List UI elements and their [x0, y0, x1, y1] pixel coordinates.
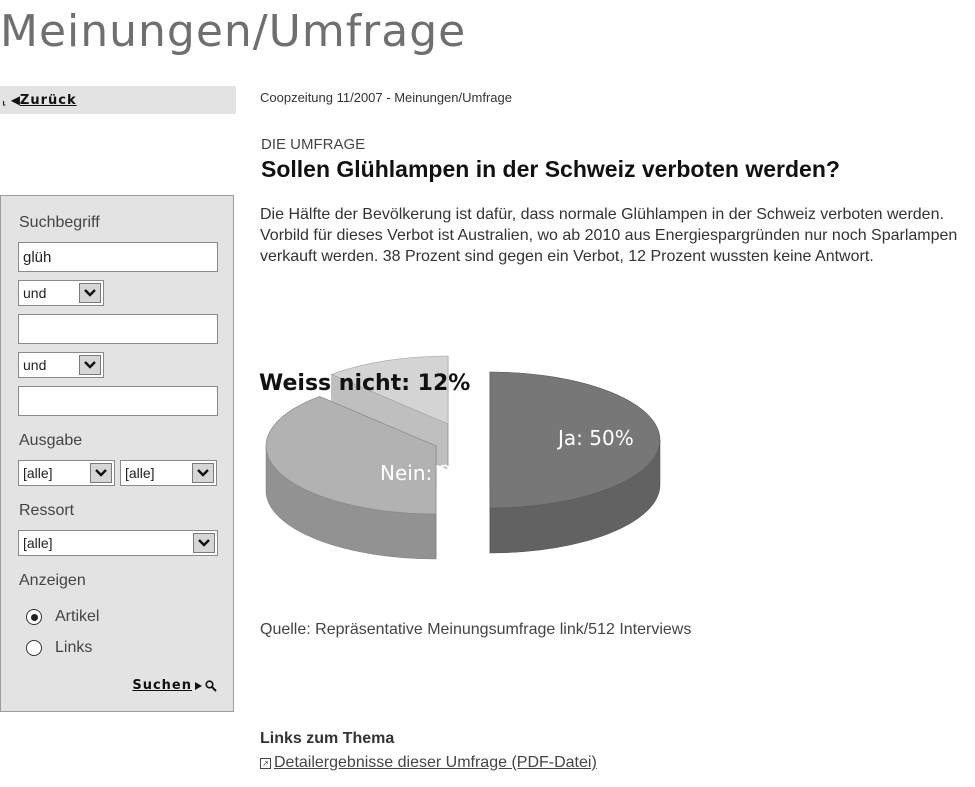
pie-chart: Ja: 50% Nein: 38% Weiss nicht: 12% — [259, 355, 661, 560]
related-links-title: Links zum Thema — [260, 730, 395, 747]
anzeigen-label: Anzeigen — [19, 572, 86, 589]
back-button[interactable]: ⸤ ◀ Zurück — [0, 86, 236, 114]
pie-slice-1 — [265, 396, 437, 560]
operator-2-select[interactable]: und — [18, 352, 104, 378]
article-kicker: DIE UMFRAGE — [261, 136, 366, 153]
search-submit-label: Suchen — [132, 678, 192, 693]
pdf-results-link[interactable]: Detailergebnisse dieser Umfrage (PDF-Dat… — [274, 754, 597, 771]
search-term-1-input[interactable] — [18, 242, 218, 272]
pie-slice-0 — [489, 371, 661, 554]
search-submit-button[interactable]: Suchen — [132, 678, 217, 693]
radio-links[interactable]: Links — [26, 639, 92, 657]
radio-articles-label: Artikel — [55, 608, 100, 625]
ausgabe-label: Ausgabe — [19, 432, 83, 449]
ausgabe-from-value: [alle] — [23, 465, 53, 481]
article-headline: Sollen Glühlampen in der Schweiz verbote… — [261, 156, 840, 182]
external-link-icon: ↗ — [260, 757, 271, 769]
ressort-label: Ressort — [19, 502, 75, 519]
operator-1-select[interactable]: und — [18, 280, 104, 306]
back-label: Zurück — [19, 92, 77, 108]
radio-links-label: Links — [55, 639, 93, 656]
source-note: Quelle: Repräsentative Meinungsumfrage l… — [260, 621, 692, 638]
pie-label-2: Weiss nicht: 12% — [259, 371, 470, 396]
breadcrumb: Coopzeitung 11/2007 - Meinungen/Umfrage — [260, 90, 512, 105]
chevron-down-icon — [193, 533, 215, 553]
ausgabe-from-select[interactable]: [alle] — [18, 460, 115, 486]
arrow-left-icon: ◀ — [10, 93, 20, 107]
chevron-down-icon — [79, 355, 101, 375]
pie-label-0: Ja: 50% — [556, 426, 634, 450]
chevron-down-icon — [79, 283, 101, 303]
page-title: Meinungen/Umfrage — [0, 6, 467, 57]
magnifier-icon — [205, 679, 217, 692]
page-return-icon: ⸤ — [2, 93, 7, 107]
operator-1-value: und — [23, 285, 47, 301]
ausgabe-to-value: [alle] — [125, 465, 155, 481]
radio-articles[interactable]: Artikel — [26, 608, 99, 626]
operator-2-value: und — [23, 357, 47, 373]
ressort-select[interactable]: [alle] — [18, 530, 218, 556]
search-term-2-input[interactable] — [18, 314, 218, 344]
ressort-value: [alle] — [23, 535, 53, 551]
radio-button-unchecked[interactable] — [26, 640, 42, 656]
search-panel: Suchbegriff und und Ausgabe [alle] [alle… — [0, 195, 234, 712]
arrow-right-icon — [195, 681, 202, 690]
search-term-3-input[interactable] — [18, 386, 218, 416]
chevron-down-icon — [192, 463, 214, 483]
pie-label-1: Nein: 38% — [380, 461, 483, 485]
search-term-label: Suchbegriff — [19, 214, 100, 231]
ausgabe-to-select[interactable]: [alle] — [120, 460, 217, 486]
chevron-down-icon — [90, 463, 112, 483]
article-lead: Die Hälfte der Bevölkerung ist dafür, da… — [260, 206, 958, 265]
related-link-item[interactable]: ↗ Detailergebnisse dieser Umfrage (PDF-D… — [260, 754, 597, 772]
radio-button-checked[interactable] — [26, 609, 42, 625]
